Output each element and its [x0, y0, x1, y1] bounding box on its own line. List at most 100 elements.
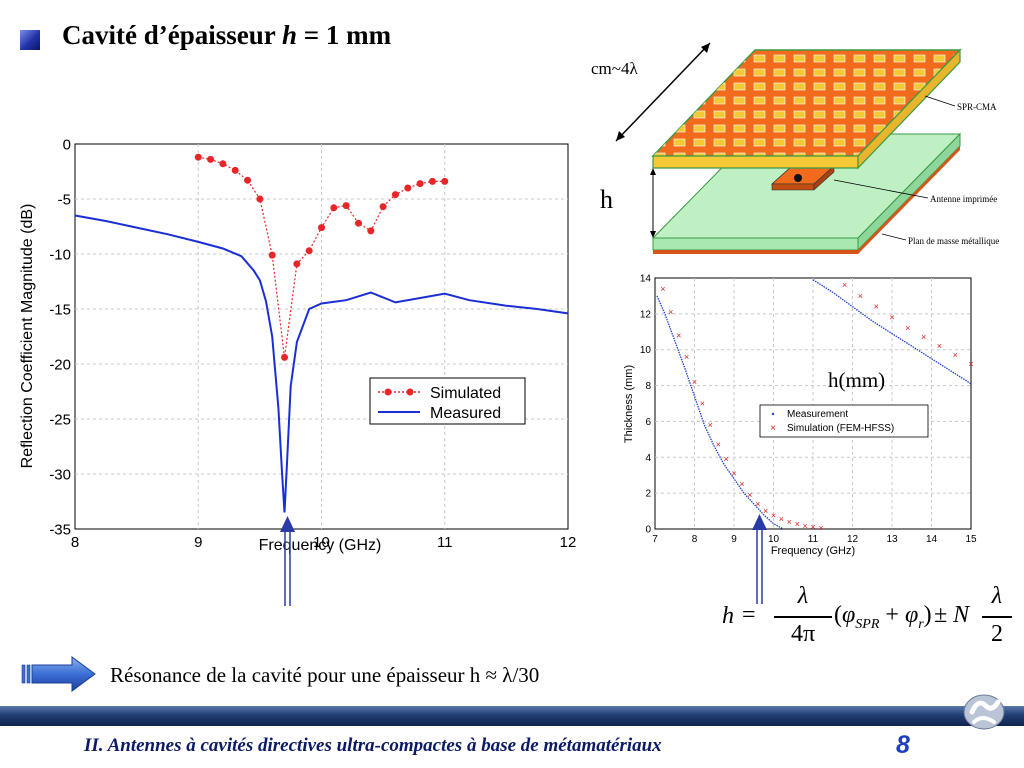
y-tick-label: 12: [640, 309, 652, 320]
y-tick-label: 4: [645, 453, 651, 464]
legend-simulation-label: Simulation (FEM-HFSS): [787, 423, 894, 434]
y-tick-label: 0: [63, 136, 71, 153]
simulation-point: ×: [795, 519, 800, 529]
x-tick-label: 12: [560, 534, 577, 551]
y-tick-label: -15: [49, 301, 71, 318]
simulated-point: [428, 177, 436, 185]
footer-text: II. Antennes à cavités directives ultra-…: [84, 735, 662, 756]
simulated-point: [281, 353, 289, 361]
y-tick-label: 2: [645, 489, 651, 500]
simulated-point: [256, 195, 264, 203]
formula-frac1-den: 4π: [790, 621, 816, 647]
legend-box: [369, 377, 526, 425]
simulation-point: ×: [858, 291, 863, 301]
axis-ticks: 7 8 9 10 11 12 13 14 15 0 2 4 6 8 10 12 14: [640, 274, 977, 546]
simulation-point: ×: [676, 330, 681, 340]
simulated-point: [244, 176, 252, 184]
chart-legend: Simulated Measured: [369, 377, 526, 425]
x-tick-label: 8: [692, 534, 698, 545]
simulation-point: ×: [953, 350, 958, 360]
reflection-chart: 8 9 10 11 12 0 -5 -10 -15 -20 -25 -30 -35 Simulated …: [19, 136, 576, 554]
leader-lines: [833, 95, 956, 241]
simulation-point: ×: [692, 377, 697, 387]
formula-frac1-num: λ: [797, 583, 809, 609]
simulated-point: [342, 202, 350, 210]
formula-equals: =: [742, 602, 756, 628]
conclusion-arrow-icon: [21, 656, 96, 692]
plot-area: [654, 277, 972, 530]
simulation-point: ×: [889, 312, 894, 322]
formula-frac1-bar: [774, 616, 832, 618]
y-tick-label: 8: [645, 381, 651, 392]
x-axis-label: Frequency (GHz): [771, 545, 855, 557]
simulated-point: [207, 155, 215, 163]
simulation-point: ×: [747, 490, 752, 500]
cavity-diagram: 12cm~4λ h SPR-CMA Antenne imprimée Plan …: [590, 42, 999, 254]
conclusion-text: Résonance de la cavité pour une épaisseu…: [110, 663, 540, 687]
measured-series-line: [74, 214, 569, 513]
simulated-point: [416, 180, 424, 188]
layer-label-antenna: Antenne imprimée: [930, 194, 997, 204]
legend-measurement-label: Measurement: [787, 409, 848, 420]
simulation-point: ×: [818, 523, 823, 533]
chart-series: [74, 153, 569, 513]
h-unit-label: h(mm): [828, 368, 886, 392]
simulation-point: ×: [739, 479, 744, 489]
dimension-arrows: [615, 42, 711, 238]
layer-label-ground: Plan de masse métallique: [908, 236, 999, 246]
slide-title: Cavité d’épaisseur h = 1 mm: [62, 20, 392, 50]
simulation-point: ×: [968, 359, 973, 369]
formula-pm-n: ± N: [934, 602, 970, 628]
legend-measured-label: Measured: [430, 405, 501, 422]
x-tick-label: 7: [652, 534, 658, 545]
simulation-point: ×: [755, 499, 760, 509]
simulated-point: [330, 204, 338, 212]
x-tick-label: 10: [313, 534, 330, 551]
simulation-point: ×: [905, 323, 910, 333]
title-bullet: [20, 30, 40, 50]
y-tick-label: 0: [645, 525, 651, 536]
simulation-point: ×: [802, 521, 807, 531]
x-tick-label: 11: [808, 534, 819, 545]
y-tick-label: -25: [49, 411, 71, 428]
resonance-arrow-left: [280, 516, 295, 606]
y-axis-label: Reflection Coefficient Magnitude (dB): [19, 204, 36, 469]
measurement-series: [812, 279, 972, 385]
formula-lhs: h: [722, 603, 734, 629]
simulated-point: [354, 219, 362, 227]
simulation-point: ×: [921, 332, 926, 342]
institute-logo-icon: [963, 694, 1005, 730]
simulation-point: ×: [668, 307, 673, 317]
x-tick-label: 12: [847, 534, 859, 545]
y-tick-label: -30: [49, 466, 71, 483]
simulation-point: ×: [716, 440, 721, 450]
simulated-point: [391, 191, 399, 199]
x-tick-label: 8: [71, 534, 79, 551]
legend-simulated-marker: [384, 388, 392, 396]
chart-grid: [75, 144, 568, 529]
simulated-point: [379, 203, 387, 211]
simulation-point: ×: [723, 454, 728, 464]
simulation-point: ×: [937, 341, 942, 351]
formula-frac2-bar: [982, 616, 1012, 618]
page-number: 8: [896, 731, 910, 759]
footer-band: [0, 706, 1024, 726]
simulated-point: [305, 247, 313, 255]
simulation-point: ×: [771, 511, 776, 521]
thickness-formula: h = λ 4π (φSPR + φr) ± N λ 2: [722, 583, 1022, 653]
formula-frac2-den: 2: [991, 621, 1003, 647]
y-tick-label: 14: [640, 274, 652, 285]
width-label: 12cm~4λ: [590, 59, 638, 78]
y-tick-label: 6: [645, 417, 651, 428]
y-tick-label: 10: [640, 345, 652, 356]
x-tick-label: 13: [886, 534, 898, 545]
legend-simulated-label: Simulated: [430, 385, 501, 402]
axis-ticks: 8 9 10 11 12 0 -5 -10 -15 -20 -25 -30 -35: [49, 136, 576, 551]
legend-box: [759, 404, 929, 438]
simulation-point: ×: [684, 352, 689, 362]
simulated-point: [231, 166, 239, 174]
legend-simulated-marker: [406, 388, 414, 396]
simulated-point: [367, 227, 375, 235]
simulation-point: ×: [731, 468, 736, 478]
